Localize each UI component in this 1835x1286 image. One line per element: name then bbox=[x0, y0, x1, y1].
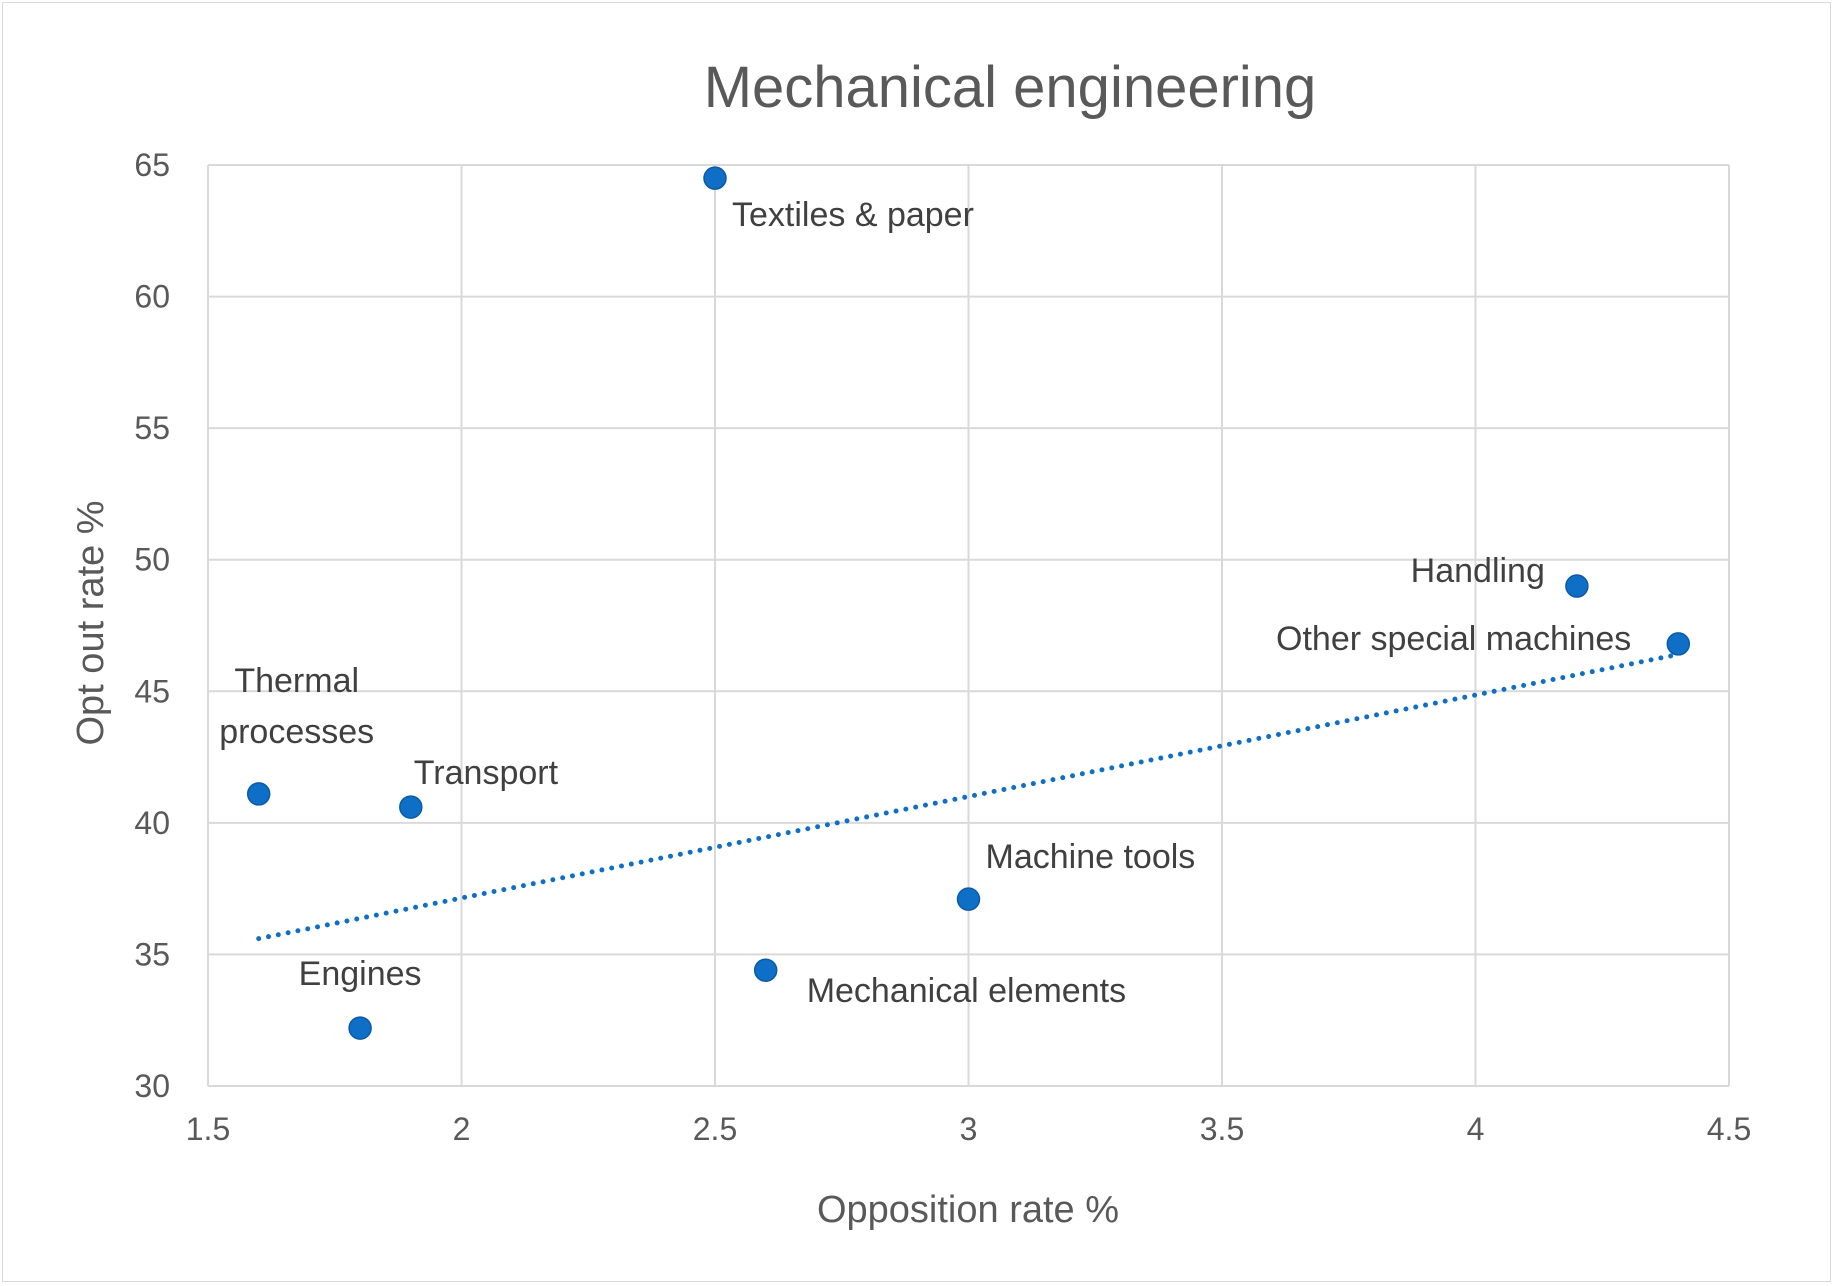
point-label: Machine tools bbox=[986, 838, 1196, 876]
y-tick-label: 50 bbox=[134, 542, 170, 578]
y-tick-label: 40 bbox=[134, 805, 170, 841]
x-tick-label: 2 bbox=[453, 1111, 471, 1147]
tick-labels: 1.5 2 2.5 3 3.5 4 4.5 30 35 40 45 50 55 60 65 bbox=[134, 147, 1751, 1147]
point-labels: Textiles & paper Handling Other special ma… bbox=[219, 196, 1631, 1010]
x-axis-title: Opposition rate % bbox=[817, 1189, 1119, 1231]
point-label: processes bbox=[219, 713, 374, 751]
data-point bbox=[1666, 632, 1691, 656]
data-point bbox=[703, 166, 727, 190]
y-axis-title: Opt out rate % bbox=[70, 500, 112, 745]
point-label: Other special machines bbox=[1276, 620, 1631, 658]
data-point bbox=[956, 887, 981, 911]
data-point bbox=[399, 795, 423, 819]
x-tick-label: 1.5 bbox=[186, 1111, 230, 1147]
x-tick-label: 3 bbox=[960, 1111, 978, 1147]
data-point bbox=[1565, 574, 1589, 598]
point-label: Engines bbox=[299, 955, 422, 993]
y-tick-label: 60 bbox=[134, 279, 170, 315]
point-label: Handling bbox=[1411, 552, 1545, 590]
chart-title: Mechanical engineering bbox=[704, 55, 1317, 120]
data-point bbox=[246, 782, 271, 806]
point-label: Transport bbox=[414, 754, 559, 792]
x-tick-label: 4 bbox=[1467, 1111, 1485, 1147]
y-tick-label: 45 bbox=[134, 673, 170, 709]
x-tick-label: 2.5 bbox=[693, 1111, 737, 1147]
y-tick-label: 35 bbox=[134, 936, 170, 972]
point-label: Textiles & paper bbox=[732, 196, 974, 234]
gridlines bbox=[207, 164, 1730, 1087]
data-point bbox=[753, 958, 778, 982]
x-tick-label: 4.5 bbox=[1707, 1111, 1751, 1147]
data-points bbox=[246, 166, 1691, 1040]
x-tick-label: 3.5 bbox=[1200, 1111, 1244, 1147]
y-tick-label: 65 bbox=[134, 147, 170, 183]
point-label: Mechanical elements bbox=[807, 972, 1126, 1010]
y-tick-label: 55 bbox=[134, 410, 170, 446]
data-point bbox=[348, 1016, 372, 1040]
trendline-layer bbox=[256, 651, 1681, 942]
point-label: Thermal bbox=[234, 662, 359, 700]
y-tick-label: 30 bbox=[134, 1068, 170, 1104]
trendline bbox=[256, 651, 1681, 942]
